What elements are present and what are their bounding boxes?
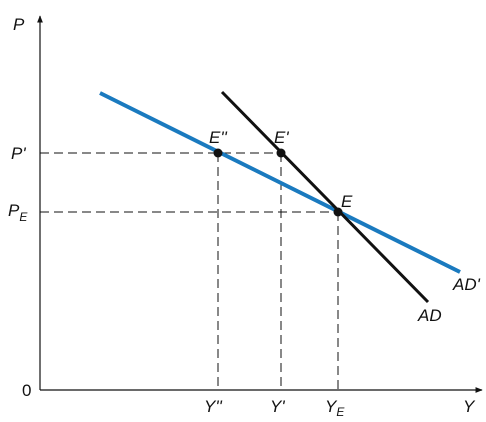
ad-label: AD: [417, 306, 442, 325]
y-prime-label: Y': [270, 397, 285, 416]
e-label: E: [341, 192, 353, 211]
point-e-double-prime: [213, 148, 223, 158]
y-axis-label: P: [13, 15, 25, 34]
y-e-subscript: E: [336, 405, 345, 417]
ad-curve: [220, 90, 430, 304]
y-e-label: YE: [325, 397, 345, 417]
point-e: [333, 207, 343, 217]
point-e-prime: [276, 148, 286, 158]
p-prime-label: P': [11, 144, 26, 163]
y-double-prime-label: Y'': [204, 397, 223, 416]
p-e-label: PE: [8, 201, 28, 224]
e-double-prime-label: E'': [209, 128, 228, 147]
ad-prime-curve: [99, 91, 461, 274]
ad-prime-label: AD': [452, 275, 481, 294]
origin-label: 0: [22, 381, 31, 400]
p-e-subscript: E: [19, 210, 28, 224]
e-prime-label: E': [274, 128, 289, 147]
x-axis-label: Y: [463, 397, 476, 416]
y-e-main: Y: [325, 397, 338, 416]
p-e-main: P: [8, 201, 20, 220]
